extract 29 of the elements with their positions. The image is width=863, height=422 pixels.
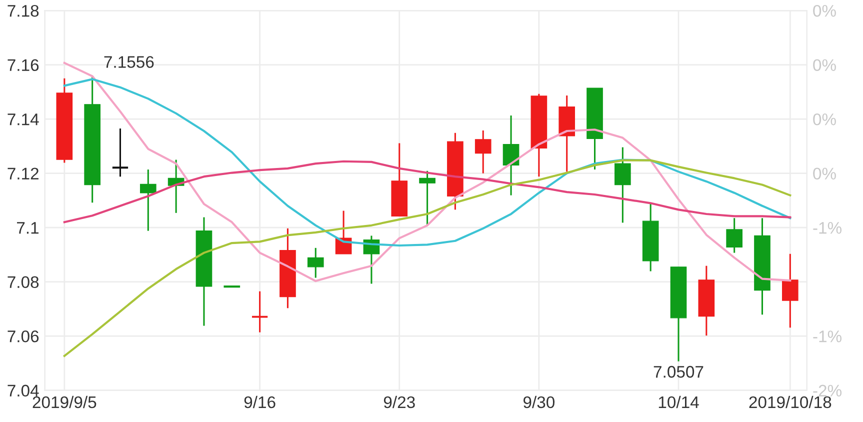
x-tick-label: 9/16 bbox=[244, 396, 276, 408]
annotation: 7.0507 bbox=[654, 366, 704, 378]
candlestick bbox=[251, 290, 269, 334]
candlestick bbox=[111, 128, 130, 178]
annotation: 7.1556 bbox=[104, 56, 154, 68]
line-series bbox=[63, 160, 792, 224]
y-tick-label: 7.04 bbox=[8, 384, 39, 397]
x-tick-label: 10/14 bbox=[658, 396, 699, 408]
candlestick bbox=[726, 217, 742, 254]
candlestick bbox=[307, 247, 324, 279]
candlestick bbox=[502, 114, 520, 196]
y-tick-label: 7.18 bbox=[8, 4, 39, 17]
y-tick-label: 7.06 bbox=[8, 330, 39, 342]
x-tick-label: 2019/9/5 bbox=[32, 396, 96, 408]
candlestick bbox=[140, 168, 156, 232]
x-tick-label: 9/23 bbox=[384, 396, 415, 408]
y-tick-label: 7.08 bbox=[8, 276, 39, 288]
line-series bbox=[63, 159, 792, 357]
candlestick bbox=[419, 170, 436, 226]
candlestick bbox=[474, 130, 492, 174]
y-tick-label: 7.16 bbox=[8, 59, 39, 72]
candlestick bbox=[614, 146, 631, 224]
y2-tick-label: -2% bbox=[813, 384, 842, 396]
candlestick bbox=[782, 253, 798, 328]
y-tick-label: 7.14 bbox=[8, 114, 39, 126]
x-tick-label: 2019/10/18 bbox=[749, 396, 832, 408]
y-tick-label: 7.1 bbox=[17, 222, 39, 234]
x-tick-label: 9/30 bbox=[524, 396, 555, 408]
y-tick-label: 7.12 bbox=[8, 168, 38, 180]
